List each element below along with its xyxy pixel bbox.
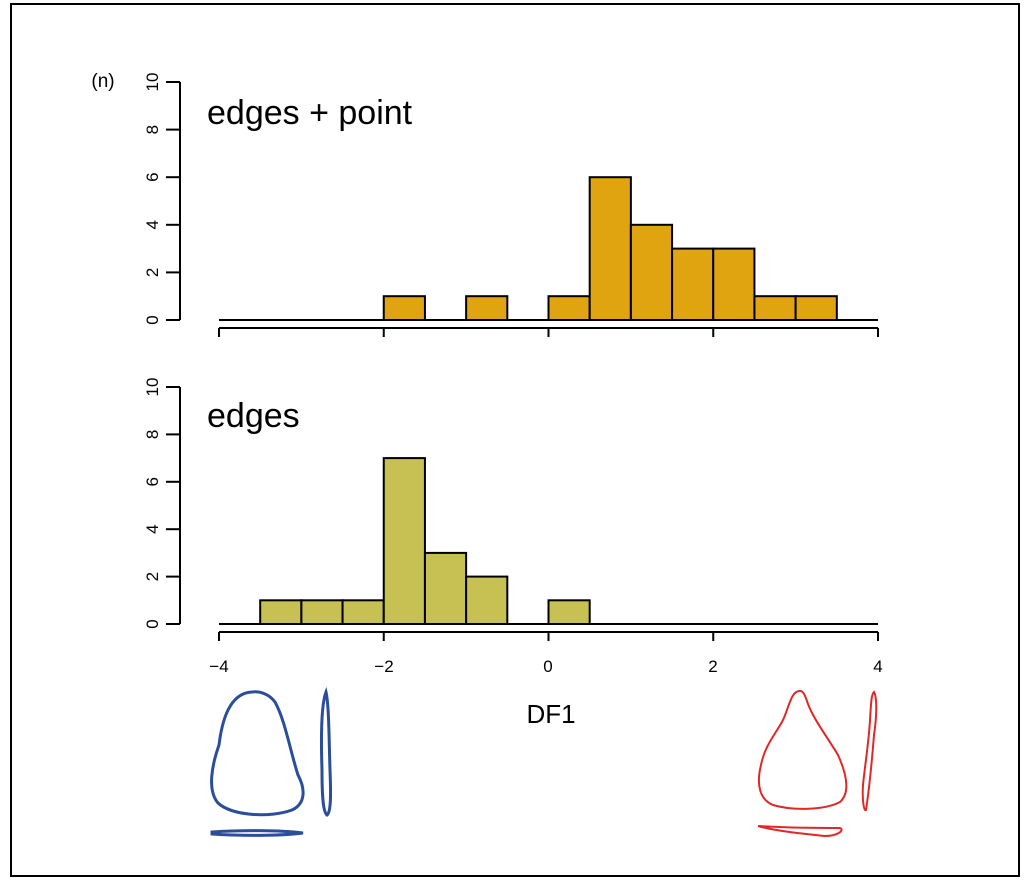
top-y-tick-label: 0 <box>143 315 162 324</box>
figure-frame <box>10 3 1020 877</box>
top-histogram-bar <box>588 176 632 321</box>
x-tick-label-2: 2 <box>708 657 717 676</box>
x-tick-label-4: 4 <box>873 657 882 676</box>
x-axis-label: DF1 <box>526 699 575 729</box>
bottom-y-tick-label: 8 <box>143 430 162 439</box>
right-flake-illustration <box>757 689 878 838</box>
bottom-panel-title: edges <box>207 397 300 435</box>
top-histogram-bar <box>382 295 426 322</box>
right-flake-face-outline <box>757 689 848 810</box>
bottom-histogram-bar <box>547 599 591 625</box>
left-flake-profile-outline <box>319 686 333 817</box>
bottom-histogram-bar <box>382 457 426 625</box>
x-tick-label-minus-2: −2 <box>374 657 393 676</box>
bottom-histogram-bar <box>259 599 303 625</box>
top-histogram-bar <box>671 247 715 322</box>
top-y-tick-label: 2 <box>143 268 162 277</box>
bottom-histogram-bar <box>341 599 385 625</box>
bottom-y-tick-label: 2 <box>143 572 162 581</box>
top-y-tick-label: 10 <box>143 73 162 92</box>
right-flake-section-outline <box>757 825 843 838</box>
top-y-tick-label: 6 <box>143 172 162 181</box>
top-y-tick-label: 4 <box>143 220 162 229</box>
y-axis-unit-label: (n) <box>91 71 114 92</box>
x-tick-label-minus-4: −4 <box>209 657 228 676</box>
bottom-y-tick-label: 6 <box>143 477 162 486</box>
bottom-y-tick-label: 10 <box>143 378 162 397</box>
left-flake-section-outline <box>210 829 304 837</box>
bottom-histogram-bar <box>465 575 509 625</box>
panel-edges-point: 0 2 4 6 8 10 <box>143 73 879 337</box>
left-flake-face-outline <box>210 690 305 817</box>
top-histogram-bar <box>547 295 591 322</box>
top-histogram-bar <box>712 247 756 322</box>
x-tick-label-0: 0 <box>543 657 552 676</box>
top-y-tick-label: 8 <box>143 125 162 134</box>
top-histogram-bar <box>794 295 838 322</box>
top-histogram-bar <box>753 295 797 322</box>
bottom-y-tick-label: 0 <box>143 619 162 628</box>
bottom-histogram-bar <box>423 551 468 626</box>
top-histogram-bar <box>629 223 674 321</box>
bottom-y-tick-label: 4 <box>143 524 162 533</box>
bottom-histogram-bar <box>300 599 344 625</box>
panel-edges: 0 2 4 6 8 10 <box>143 378 879 641</box>
left-flake-illustration <box>210 686 333 837</box>
top-histogram-bar <box>465 295 509 322</box>
top-panel-title: edges + point <box>207 94 413 132</box>
right-flake-profile-outline <box>861 690 878 812</box>
